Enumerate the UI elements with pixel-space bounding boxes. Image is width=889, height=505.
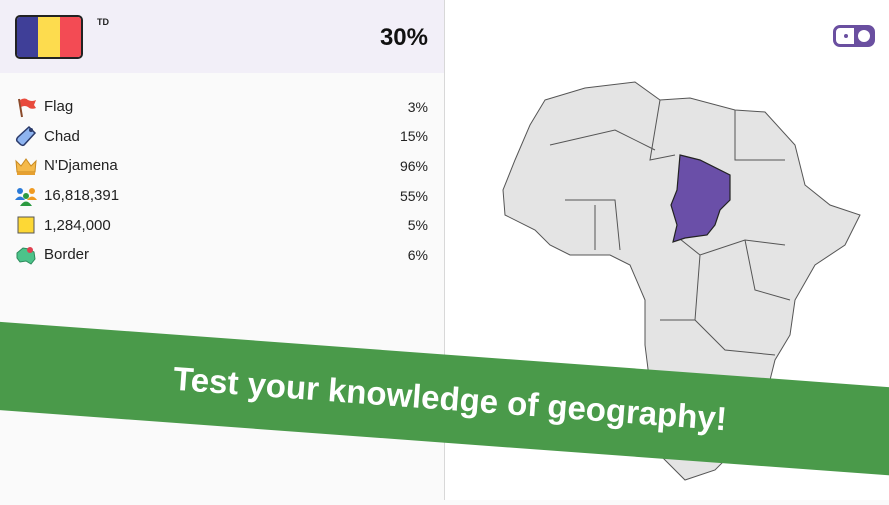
stat-row-capital: N'Djamena 96%: [0, 151, 444, 181]
stat-row-area: 1,284,000 5%: [0, 210, 444, 240]
banner-text: Test your knowledge of geography!: [171, 359, 729, 438]
view-toggle[interactable]: [833, 25, 875, 47]
chad-highlight[interactable]: [670, 154, 731, 243]
flag-icon: [14, 95, 38, 119]
people-icon: [14, 184, 38, 208]
crown-icon: [14, 154, 38, 178]
stat-row-flag: Flag 3%: [0, 92, 444, 122]
country-code: TD: [97, 17, 109, 27]
tag-icon: [14, 124, 38, 148]
stat-row-border: Border 6%: [0, 240, 444, 270]
country-header: TD 30%: [0, 0, 444, 73]
country-flag: [15, 15, 83, 59]
stat-row-population: 16,818,391 55%: [0, 181, 444, 211]
stat-row-name: Chad 15%: [0, 122, 444, 152]
area-icon: [14, 213, 38, 237]
overall-score: 30%: [379, 24, 428, 51]
border-map-icon: [14, 243, 38, 267]
